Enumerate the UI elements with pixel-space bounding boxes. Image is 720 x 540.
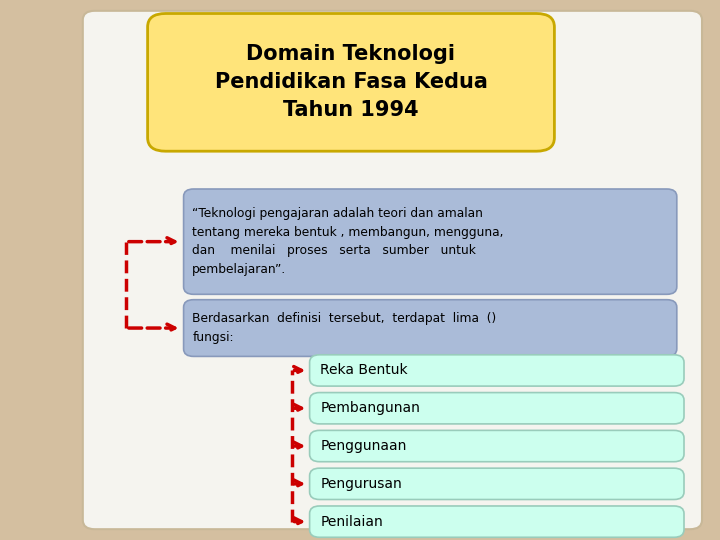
FancyBboxPatch shape: [310, 393, 684, 424]
Text: Domain Teknologi
Pendidikan Fasa Kedua
Tahun 1994: Domain Teknologi Pendidikan Fasa Kedua T…: [215, 44, 487, 120]
FancyBboxPatch shape: [148, 14, 554, 151]
Text: Reka Bentuk: Reka Bentuk: [320, 363, 408, 377]
FancyBboxPatch shape: [310, 468, 684, 500]
FancyBboxPatch shape: [310, 355, 684, 386]
FancyBboxPatch shape: [184, 189, 677, 294]
FancyBboxPatch shape: [310, 506, 684, 537]
Text: Berdasarkan  definisi  tersebut,  terdapat  lima  ()
fungsi:: Berdasarkan definisi tersebut, terdapat …: [192, 312, 497, 344]
FancyBboxPatch shape: [184, 300, 677, 356]
Text: “Teknologi pengajaran adalah teori dan amalan
tentang mereka bentuk , membangun,: “Teknologi pengajaran adalah teori dan a…: [192, 207, 504, 276]
Text: Pengurusan: Pengurusan: [320, 477, 402, 491]
FancyBboxPatch shape: [310, 430, 684, 462]
Text: Penggunaan: Penggunaan: [320, 439, 407, 453]
Text: Penilaian: Penilaian: [320, 515, 383, 529]
Text: Pembangunan: Pembangunan: [320, 401, 420, 415]
FancyBboxPatch shape: [83, 11, 702, 529]
